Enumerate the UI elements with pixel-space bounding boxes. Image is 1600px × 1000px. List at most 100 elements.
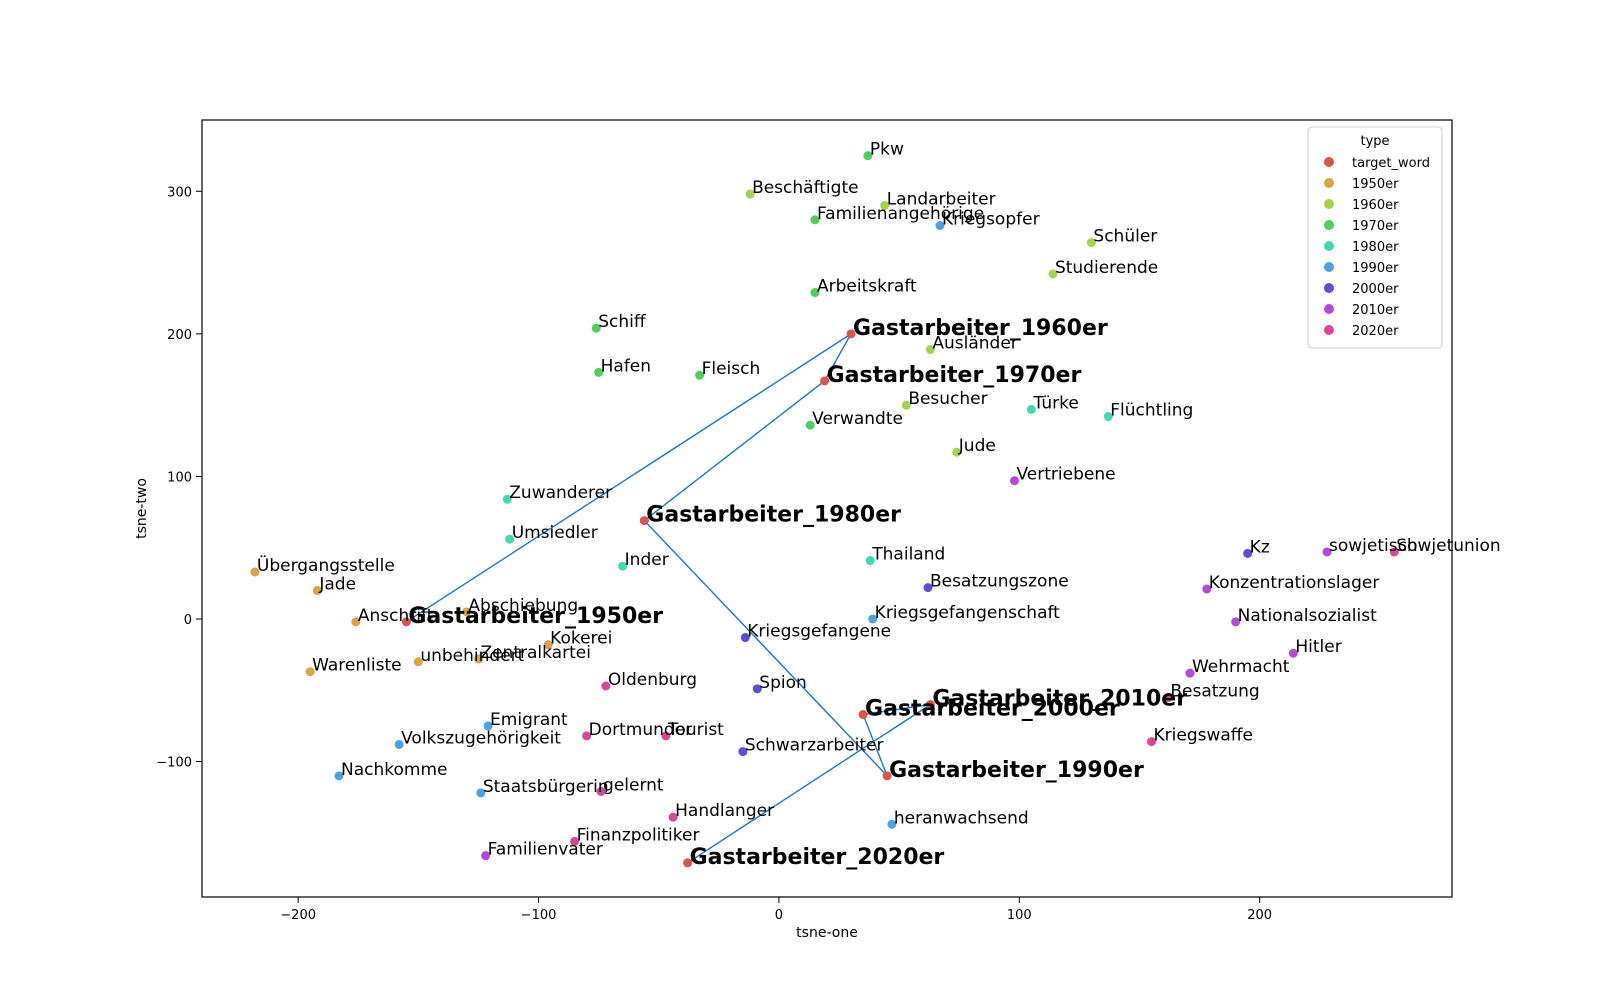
point-label: Hafen xyxy=(601,356,651,376)
legend-marker xyxy=(1324,283,1334,293)
data-point xyxy=(505,534,515,544)
data-point xyxy=(312,585,322,595)
data-point xyxy=(1202,584,1212,594)
y-axis-label: tsne-two xyxy=(134,478,150,539)
point-label: Schwarzarbeiter xyxy=(745,736,884,756)
data-point xyxy=(1163,692,1173,702)
data-point xyxy=(1322,547,1332,557)
point-label: Vertriebene xyxy=(1017,465,1116,485)
data-point xyxy=(1086,238,1096,248)
data-point xyxy=(351,617,361,627)
data-point xyxy=(483,721,493,731)
data-point xyxy=(661,731,671,741)
point-label: sowjetisch xyxy=(1329,536,1418,556)
point-label: Jude xyxy=(958,436,996,456)
target-word-label: Gastarbeiter_2020er xyxy=(690,845,945,870)
legend-label: 1980er xyxy=(1352,240,1399,255)
point-label: Oldenburg xyxy=(608,670,697,690)
data-point xyxy=(1010,476,1019,486)
point-label: Nachkomme xyxy=(341,760,447,780)
data-point xyxy=(570,836,580,846)
data-point xyxy=(880,201,890,211)
legend-marker xyxy=(1324,241,1334,251)
data-point xyxy=(695,370,705,380)
point-label: Türke xyxy=(1032,393,1079,413)
point-label: Landarbeiter xyxy=(887,190,996,210)
point-label: Thailand xyxy=(871,545,945,565)
target-word-label: Gastarbeiter_1970er xyxy=(827,363,1082,388)
point-label: Besatzungszone xyxy=(930,572,1069,592)
point-label: Zentralkartei xyxy=(480,643,590,663)
data-point xyxy=(1026,404,1036,414)
x-axis-label: tsne-one xyxy=(796,925,858,941)
data-point xyxy=(1231,617,1241,627)
data-point xyxy=(394,739,404,749)
data-point xyxy=(923,583,933,593)
point-label: Handlanger xyxy=(675,801,774,821)
data-point xyxy=(476,788,486,798)
data-point xyxy=(925,345,935,355)
legend-label: 1950er xyxy=(1352,177,1399,192)
data-point xyxy=(810,288,820,298)
data-point xyxy=(596,786,606,796)
point-label: Emigrant xyxy=(490,710,568,730)
x-tick-label: 200 xyxy=(1247,908,1272,923)
data-point xyxy=(1048,269,1058,279)
point-label: Kriegsgefangene xyxy=(747,622,891,642)
point-label: Staatsbürgerin xyxy=(483,777,609,797)
point-label: Kz xyxy=(1250,537,1270,557)
data-point xyxy=(1185,668,1195,678)
x-tick-label: 0 xyxy=(775,908,783,923)
legend-marker xyxy=(1324,157,1334,167)
point-label: Anschrift xyxy=(358,606,434,626)
data-point xyxy=(935,221,945,231)
data-point xyxy=(810,215,820,225)
point-label: Inder xyxy=(625,550,669,570)
point-label: Dortmunder xyxy=(589,720,693,740)
legend-label: 2000er xyxy=(1352,282,1399,297)
y-tick-label: 100 xyxy=(167,470,192,485)
point-label: Fleisch xyxy=(702,359,761,379)
point-label: Ausländer xyxy=(932,334,1017,354)
target-word-label: Gastarbeiter_1950er xyxy=(408,604,663,629)
legend: type target_word 1950er 1960er 1970er 1980er 1… xyxy=(1307,126,1443,349)
point-label: Familienangehörige xyxy=(817,204,984,224)
legend-marker xyxy=(1324,178,1334,188)
data-point xyxy=(413,657,423,667)
point-label: Kokerei xyxy=(550,629,612,649)
data-point xyxy=(481,851,491,861)
data-point xyxy=(901,400,911,410)
data-point xyxy=(618,561,628,571)
legend-label: target_word xyxy=(1352,156,1430,171)
point-label: Übergangsstelle xyxy=(257,554,395,576)
axes-frame xyxy=(201,119,1453,898)
point-label: gelernt xyxy=(603,775,664,795)
point-label: Finanzpolitiker xyxy=(577,825,700,845)
point-label: Arbeitskraft xyxy=(817,277,917,297)
data-point xyxy=(683,858,693,868)
data-point xyxy=(952,447,962,457)
point-label: Umsiedler xyxy=(512,523,598,543)
data-point xyxy=(820,376,830,386)
point-label: Tourist xyxy=(667,720,724,740)
legend-marker xyxy=(1324,325,1334,335)
legend-marker xyxy=(1324,199,1334,209)
data-point xyxy=(594,367,604,377)
x-tick-label: −200 xyxy=(280,908,316,923)
y-tick-label: 0 xyxy=(184,613,192,628)
data-point xyxy=(858,710,868,720)
legend-marker xyxy=(1324,304,1334,314)
point-label: Beschäftigte xyxy=(752,178,859,198)
data-point xyxy=(868,614,878,624)
data-point xyxy=(1243,548,1253,558)
data-point xyxy=(846,329,856,339)
y-tick-label: 200 xyxy=(167,328,192,343)
data-point xyxy=(925,700,935,710)
point-label: Volkszugehörigkeit xyxy=(401,728,561,748)
data-point xyxy=(668,812,678,822)
data-point xyxy=(1103,412,1113,422)
data-point xyxy=(334,771,344,781)
data-point xyxy=(473,654,483,664)
point-label: heranwachsend xyxy=(894,808,1029,828)
